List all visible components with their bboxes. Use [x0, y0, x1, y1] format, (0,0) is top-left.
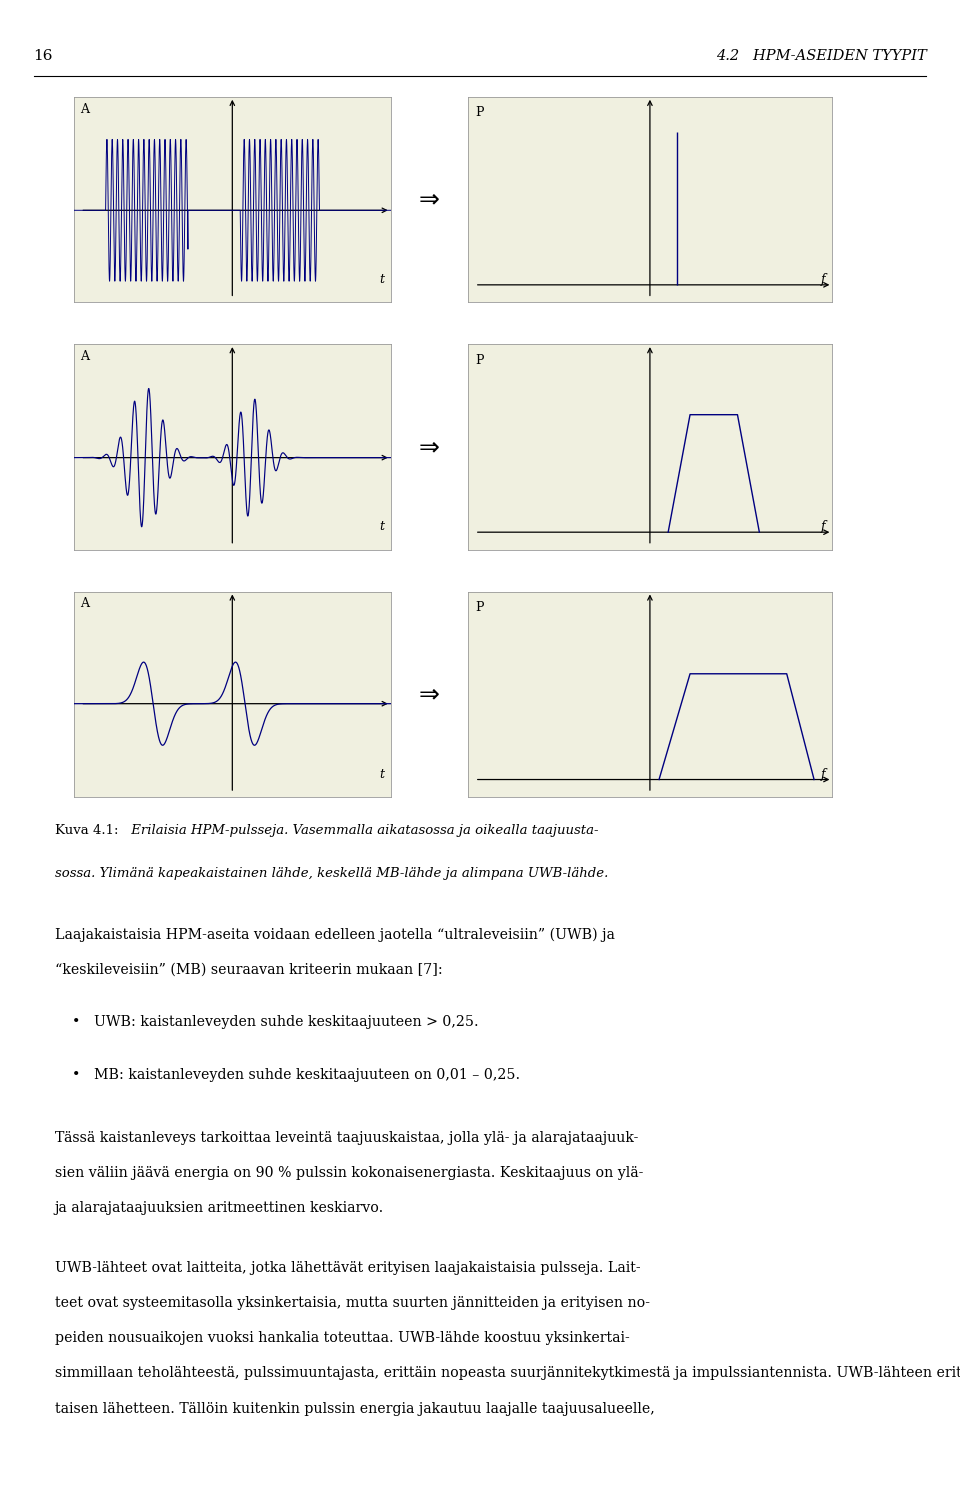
Text: Laajakaistaisia HPM-aseita voidaan edelleen jaotella “ultraleveisiin” (UWB) ja: Laajakaistaisia HPM-aseita voidaan edell… [55, 928, 614, 942]
Text: peiden nousuaikojen vuoksi hankalia toteuttaa. UWB-lähde koostuu yksinkertai-: peiden nousuaikojen vuoksi hankalia tote… [55, 1332, 630, 1345]
Text: A: A [81, 103, 89, 116]
Text: sossa. Ylimänä kapeakaistainen lähde, keskellä MB-lähde ja alimpana UWB-lähde.: sossa. Ylimänä kapeakaistainen lähde, ke… [55, 867, 608, 881]
Text: t: t [379, 273, 384, 286]
Text: f: f [821, 273, 825, 286]
Text: Tässä kaistanleveys tarkoittaa leveintä taajuuskaistaa, jolla ylä- ja alarajataa: Tässä kaistanleveys tarkoittaa leveintä … [55, 1131, 638, 1146]
Text: “keskileveisiin” (MB) seuraavan kriteerin mukaan [7]:: “keskileveisiin” (MB) seuraavan kriteeri… [55, 963, 443, 977]
Text: Erilaisia HPM-pulsseja. Vasemmalla aikatasossa ja oikealla taajuusta-: Erilaisia HPM-pulsseja. Vasemmalla aikat… [127, 824, 599, 836]
Text: Kuva 4.1:: Kuva 4.1: [55, 824, 118, 836]
Text: taisen lähetteen. Tällöin kuitenkin pulssin energia jakautuu laajalle taajuusalu: taisen lähetteen. Tällöin kuitenkin puls… [55, 1402, 655, 1416]
Text: teet ovat systeemitasolla yksinkertaisia, mutta suurten jännitteiden ja erityise: teet ovat systeemitasolla yksinkertaisia… [55, 1296, 650, 1310]
Text: f: f [821, 767, 825, 781]
Text: sien väliin jäävä energia on 90 % pulssin kokonaisenergiasta. Keskitaajuus on yl: sien väliin jäävä energia on 90 % pulssi… [55, 1167, 643, 1180]
Text: 4.2   HPM-ASEIDEN TYYPIT: 4.2 HPM-ASEIDEN TYYPIT [715, 49, 926, 64]
Text: P: P [475, 353, 483, 367]
Text: P: P [475, 106, 483, 119]
Text: t: t [379, 767, 384, 781]
Text: •: • [72, 1068, 81, 1082]
Text: P: P [475, 600, 483, 614]
Text: 16: 16 [34, 49, 53, 64]
Text: ⇒: ⇒ [419, 435, 440, 459]
Text: UWB: kaistanleveyden suhde keskitaajuuteen > 0,25.: UWB: kaistanleveyden suhde keskitaajuute… [94, 1016, 479, 1030]
Text: A: A [81, 597, 89, 609]
Text: f: f [821, 520, 825, 533]
Text: UWB-lähteet ovat laitteita, jotka lähettävät erityisen laajakaistaisia pulsseja.: UWB-lähteet ovat laitteita, jotka lähett… [55, 1261, 640, 1275]
Text: ⇒: ⇒ [419, 188, 440, 212]
Text: A: A [81, 350, 89, 364]
Text: •: • [72, 1016, 81, 1030]
Text: ja alarajataajuuksien aritmeettinen keskiarvo.: ja alarajataajuuksien aritmeettinen kesk… [55, 1201, 384, 1216]
Text: MB: kaistanleveyden suhde keskitaajuuteen on 0,01 – 0,25.: MB: kaistanleveyden suhde keskitaajuutee… [94, 1068, 520, 1082]
Text: ⇒: ⇒ [419, 682, 440, 706]
Text: t: t [379, 520, 384, 533]
Text: simmillaan teholähteestä, pulssimuuntajasta, erittäin nopeasta suurjännitekytkim: simmillaan teholähteestä, pulssimuuntaja… [55, 1366, 960, 1380]
